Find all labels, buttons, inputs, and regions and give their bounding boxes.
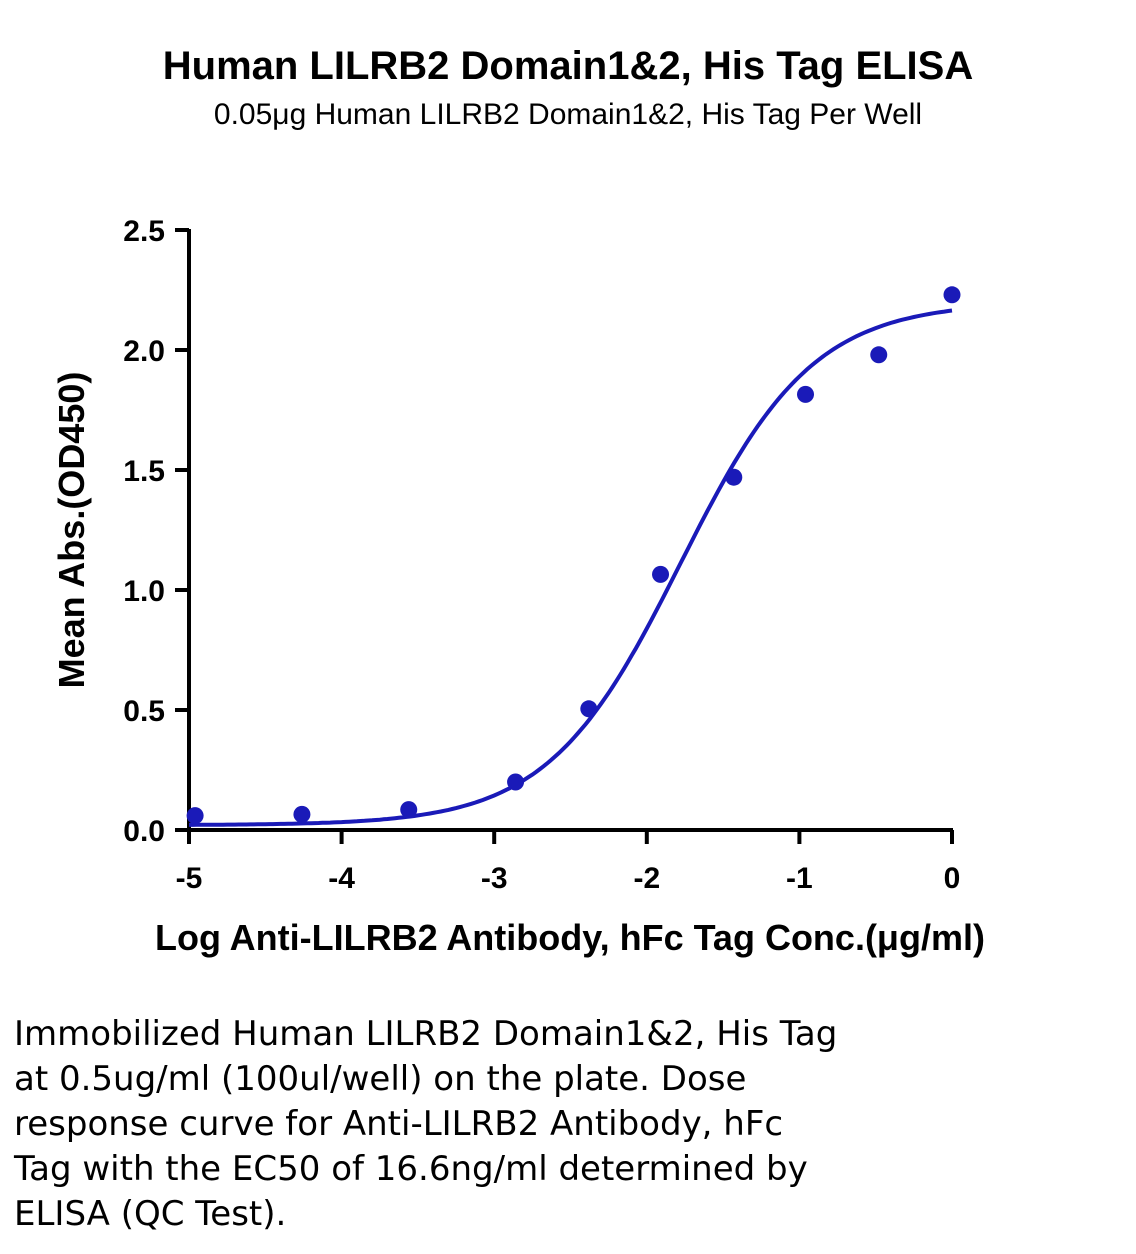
data-point	[186, 807, 204, 825]
elisa-chart: 0.0 0.5 1.0 1.5 2.0 2.5 -5 -4 -3 -2 -1 0 Log Anti-L…	[51, 215, 985, 958]
y-tick-label: 2.0	[123, 335, 165, 368]
caption-line: Tag with the EC50 of 16.6ng/ml determine…	[14, 1149, 808, 1189]
caption-line: at 0.5ug/ml (100ul/well) on the plate. D…	[14, 1059, 747, 1099]
y-axis-title: Mean Abs.(OD450)	[51, 372, 92, 689]
y-tick-label: 0.5	[123, 695, 165, 728]
x-tick-label: -3	[481, 862, 508, 895]
x-tick-label: -5	[176, 862, 203, 895]
x-tick-label: -2	[633, 862, 660, 895]
caption-line: Immobilized Human LILRB2 Domain1&2, His …	[14, 1014, 838, 1054]
x-tick-label: -4	[328, 862, 355, 895]
data-point	[797, 385, 815, 403]
chart-title: Human LILRB2 Domain1&2, His Tag ELISA	[162, 44, 974, 88]
data-point	[507, 773, 525, 791]
axes: 0.0 0.5 1.0 1.5 2.0 2.5 -5 -4 -3 -2 -1 0	[123, 215, 960, 895]
y-tick-label: 1.5	[123, 455, 165, 488]
chart-subtitle: 0.05μg Human LILRB2 Domain1&2, His Tag P…	[213, 98, 923, 131]
caption-line: response curve for Anti-LILRB2 Antibody,…	[14, 1104, 784, 1144]
data-point	[943, 286, 961, 304]
data-point	[580, 700, 598, 718]
x-axis-title: Log Anti-LILRB2 Antibody, hFc Tag Conc.(…	[155, 917, 985, 958]
caption: Immobilized Human LILRB2 Domain1&2, His …	[14, 1012, 934, 1237]
data-point	[870, 346, 888, 364]
fit-curve-layer	[189, 308, 953, 827]
data-point	[725, 468, 743, 486]
y-tick-label: 1.0	[123, 575, 165, 608]
data-point	[400, 801, 418, 819]
data-points-layer	[186, 286, 961, 825]
y-tick-label: 2.5	[123, 215, 165, 248]
x-tick-label: -1	[786, 862, 813, 895]
y-tick-label: 0.0	[123, 815, 165, 848]
x-tick-label: 0	[944, 862, 961, 895]
data-point	[293, 805, 311, 823]
caption-line: ELISA (QC Test).	[14, 1194, 287, 1234]
fit-curve	[189, 308, 953, 827]
data-point	[652, 565, 670, 583]
